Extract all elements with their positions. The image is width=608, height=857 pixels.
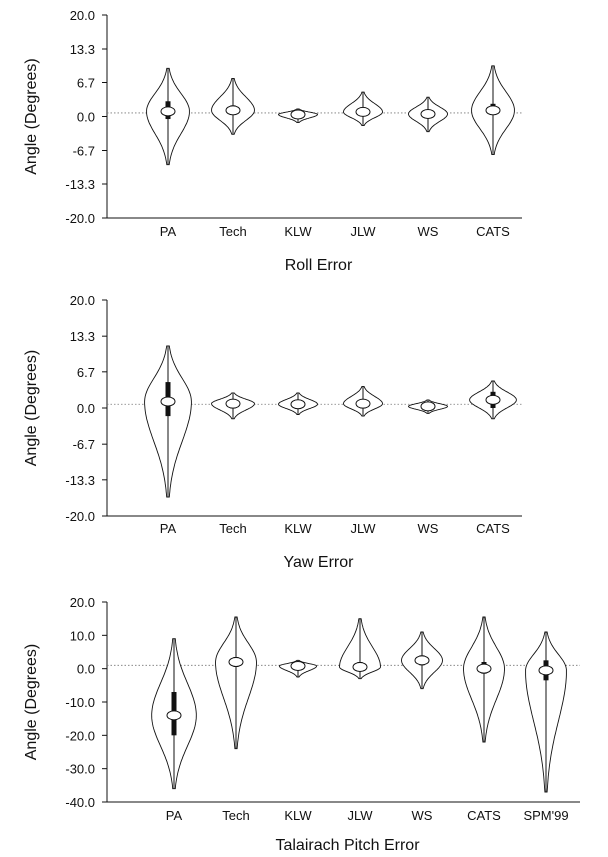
x-tick-label: JLW (350, 521, 376, 536)
violin-median (355, 398, 371, 409)
y-tick-label: -6.7 (73, 437, 95, 452)
x-tick-label: CATS (476, 521, 510, 536)
violin-median (160, 396, 176, 407)
violin-median (414, 655, 430, 666)
y-tick-label: -20.0 (65, 211, 95, 226)
violin-tech (211, 392, 255, 420)
violin-klw (278, 659, 318, 678)
y-tick-label: 13.3 (70, 42, 95, 57)
violin-median (420, 108, 436, 119)
violin-median (476, 663, 492, 674)
violin-median (538, 665, 554, 676)
violin-ws (408, 96, 448, 133)
x-tick-label: JLW (347, 808, 373, 823)
violin-median (166, 710, 182, 721)
y-tick-label: -13.3 (65, 177, 95, 192)
violin-median (290, 109, 306, 120)
violin-jlw (343, 385, 383, 417)
y-tick-label: 20.0 (70, 293, 95, 308)
x-axis-title: Talairach Pitch Error (275, 837, 420, 854)
y-tick-label: 13.3 (70, 329, 95, 344)
y-axis-title: Angle (Degrees) (23, 58, 40, 175)
violin-tech (211, 77, 255, 135)
violin-jlw (343, 91, 383, 127)
x-tick-label: KLW (284, 521, 312, 536)
y-tick-label: 10.0 (70, 628, 95, 643)
violin-median (352, 662, 368, 672)
x-tick-label: SPM'99 (523, 808, 568, 823)
chart-panel-1: 20.0 13.3 6.7 0.0 -6.7 -13.3 -20.0 Roll Error An… (23, 8, 522, 274)
y-tick-label: -30.0 (65, 762, 95, 777)
x-tick-label: Tech (219, 521, 246, 536)
y-tick-label: 20.0 (70, 595, 95, 610)
violin-pa (146, 67, 190, 166)
x-tick-label: KLW (284, 224, 312, 239)
violin-pa (144, 345, 192, 498)
x-tick-label: CATS (467, 808, 501, 823)
violin-tech (215, 616, 257, 750)
x-tick-label: CATS (476, 224, 510, 239)
y-tick-label: 0.0 (77, 110, 95, 125)
y-tick-label: 20.0 (70, 8, 95, 23)
chart-panel-2: 20.0 13.3 6.7 0.0 -6.7 -13.3 -20.0 Yaw Error Ang… (23, 293, 522, 571)
y-tick-label: -10.0 (65, 695, 95, 710)
x-tick-label: WS (418, 521, 439, 536)
violin-ws (408, 399, 448, 414)
violin-median (290, 399, 306, 410)
x-tick-label: PA (166, 808, 183, 823)
violin-klw (278, 392, 318, 415)
y-tick-label: 6.7 (77, 365, 95, 380)
chart-panel-3: 20.0 10.0 0.0 -10.0 -20.0 -30.0 -40.0 Talairach… (23, 595, 580, 854)
violin-median (420, 401, 436, 412)
violin-cats (471, 65, 515, 156)
violin-median (355, 106, 371, 117)
violin-cats (463, 616, 505, 743)
x-tick-label: PA (160, 224, 177, 239)
y-axis-title: Angle (Degrees) (23, 644, 40, 761)
violin-ws (401, 631, 443, 690)
x-tick-label: KLW (284, 808, 312, 823)
violin-median (225, 105, 241, 116)
y-tick-label: -40.0 (65, 795, 95, 810)
y-axis-title: Angle (Degrees) (23, 350, 40, 467)
violin-median (228, 657, 244, 667)
violin-median (485, 105, 501, 116)
violin-median (160, 106, 176, 117)
y-tick-label: 0.0 (77, 662, 95, 677)
violin-median (225, 398, 241, 409)
violin-jlw (339, 618, 381, 680)
x-axis-title: Roll Error (285, 257, 353, 274)
y-tick-label: -13.3 (65, 473, 95, 488)
x-tick-label: Tech (222, 808, 249, 823)
x-tick-label: PA (160, 521, 177, 536)
violin-median (290, 661, 306, 671)
violin-cats (469, 380, 517, 420)
x-tick-label: Tech (219, 224, 246, 239)
x-tick-label: WS (418, 224, 439, 239)
x-tick-label: JLW (350, 224, 376, 239)
y-tick-label: 0.0 (77, 401, 95, 416)
violin-klw (278, 108, 318, 124)
y-tick-label: -6.7 (73, 144, 95, 159)
x-axis-title: Yaw Error (284, 554, 355, 571)
y-tick-label: 6.7 (77, 75, 95, 90)
x-tick-label: WS (412, 808, 433, 823)
violin-median (485, 394, 501, 405)
y-tick-label: -20.0 (65, 509, 95, 524)
violin-pa (151, 638, 197, 790)
violin-spm99 (525, 631, 567, 793)
y-tick-label: -20.0 (65, 728, 95, 743)
